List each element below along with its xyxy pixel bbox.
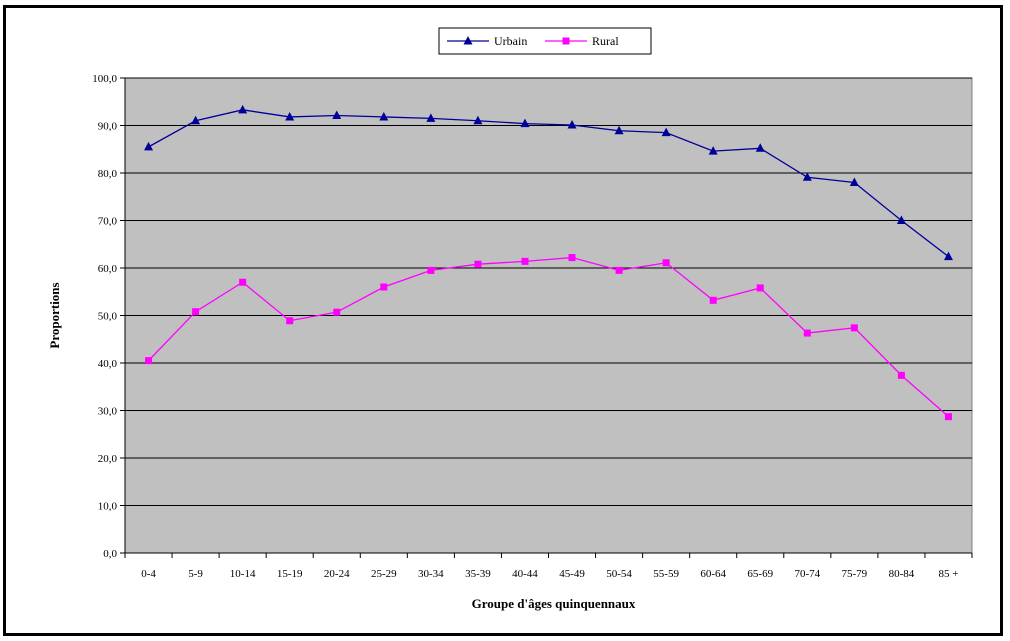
x-tick-label: 85 + (938, 568, 958, 580)
x-tick-label: 30-34 (418, 568, 444, 580)
y-tick-label: 20,0 (98, 453, 118, 465)
data-point (709, 296, 717, 304)
x-tick-label: 50-54 (606, 568, 632, 580)
x-tick-label: 55-59 (653, 568, 679, 580)
x-tick-label: 80-84 (889, 568, 915, 580)
y-axis-ticks: 0,0 10,0 20,0 30,0 40,0 50,0 60,0 70,0 80,0 90,0 1… (92, 73, 125, 560)
data-point (520, 118, 530, 128)
y-tick-label: 40,0 (98, 358, 118, 370)
data-point (896, 215, 906, 224)
series-rural (145, 254, 952, 421)
gridlines (125, 77, 972, 506)
data-point (897, 371, 905, 379)
y-tick-label: 60,0 (98, 263, 118, 275)
data-point (239, 278, 247, 286)
chart-frame: 0,0 10,0 20,0 30,0 40,0 50,0 60,0 70,0 80,0 90,0 1… (3, 5, 1003, 636)
data-point (568, 254, 576, 262)
series-line (148, 109, 949, 258)
data-point (708, 146, 718, 155)
data-point (614, 125, 624, 135)
legend: Urbain Rural (438, 27, 652, 55)
x-tick-label: 10-14 (230, 568, 256, 580)
data-point (426, 113, 436, 122)
x-tick-label: 45-49 (559, 568, 585, 580)
line-chart: 0,0 10,0 20,0 30,0 40,0 50,0 60,0 70,0 80,0 90,0 1… (47, 27, 973, 611)
x-tick-label: 20-24 (324, 568, 350, 580)
y-tick-label: 70,0 (98, 216, 118, 228)
data-point (802, 172, 812, 181)
data-point (755, 143, 765, 152)
y-tick-label: 10,0 (98, 501, 118, 513)
data-point (756, 284, 764, 292)
data-point (474, 260, 482, 268)
data-point (944, 413, 952, 421)
data-point (333, 308, 341, 316)
data-point (285, 111, 295, 121)
y-tick-label: 90,0 (98, 121, 118, 133)
x-tick-label: 75-79 (842, 568, 868, 580)
x-axis-title: Groupe d'âges quinquennaux (472, 596, 636, 611)
data-point (144, 141, 154, 151)
data-point (332, 110, 342, 120)
data-point (473, 115, 483, 125)
x-tick-label: 15-19 (277, 568, 303, 580)
series-line (148, 256, 949, 418)
y-tick-label: 100,0 (92, 73, 117, 85)
legend-label: Rural (592, 34, 619, 48)
x-tick-label: 60-64 (700, 568, 726, 580)
x-tick-label: 35-39 (465, 568, 491, 580)
data-point (286, 317, 294, 325)
data-point (661, 127, 671, 137)
y-axis-title: Proportions (47, 282, 62, 348)
y-tick-label: 50,0 (98, 311, 118, 323)
data-point (192, 308, 200, 316)
data-point (943, 251, 953, 261)
legend-item-urbain: Urbain (447, 34, 527, 48)
data-point (238, 104, 248, 114)
data-point (850, 324, 858, 332)
data-point (145, 357, 153, 365)
x-tick-label: 0-4 (141, 568, 156, 580)
legend-marker (562, 37, 570, 45)
y-tick-label: 80,0 (98, 168, 118, 180)
data-point (849, 177, 859, 186)
data-point (427, 266, 435, 274)
x-tick-label: 25-29 (371, 568, 397, 580)
data-point (803, 329, 811, 337)
data-point (379, 111, 389, 121)
series-group (144, 104, 953, 421)
x-tick-label: 70-74 (794, 568, 820, 580)
data-point (521, 257, 529, 265)
legend-marker (463, 36, 473, 45)
series-urbain (144, 104, 953, 261)
x-tick-label: 40-44 (512, 568, 538, 580)
y-tick-label: 30,0 (98, 406, 118, 418)
x-tick-label: 65-69 (747, 568, 773, 580)
legend-label: Urbain (494, 34, 527, 48)
data-point (191, 115, 201, 125)
x-tick-label: 5-9 (188, 568, 203, 580)
data-point (380, 283, 388, 291)
data-point (662, 259, 670, 267)
data-point (567, 120, 577, 129)
x-axis-ticks: 0-4 5-9 10-14 15-19 20-24 25-29 30-34 35-39 40-4… (124, 553, 973, 580)
y-tick-label: 0,0 (103, 548, 117, 560)
legend-item-rural: Rural (545, 34, 619, 48)
data-point (615, 266, 623, 274)
